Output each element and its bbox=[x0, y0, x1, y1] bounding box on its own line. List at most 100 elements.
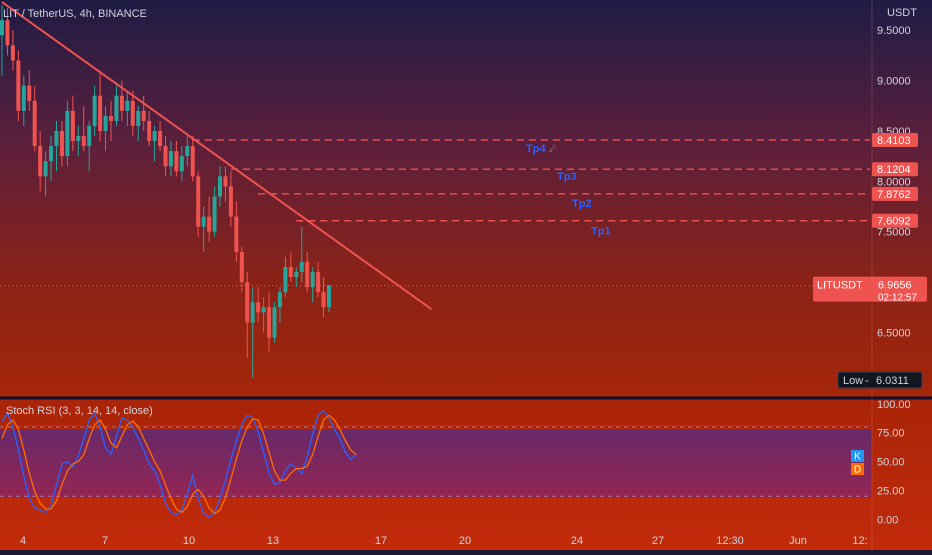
time-tick: 12:30 bbox=[716, 535, 744, 547]
stoch-tick: 50.00 bbox=[877, 457, 905, 469]
candle-body bbox=[16, 60, 21, 111]
time-tick: 12: bbox=[852, 535, 867, 547]
candle-body bbox=[21, 85, 26, 111]
stoch-band-fill bbox=[0, 430, 872, 498]
time-tick: 13 bbox=[267, 535, 279, 547]
stoch-rsi-title[interactable]: Stoch RSI (3, 3, 14, 14, close) bbox=[6, 405, 153, 417]
candle-body bbox=[136, 110, 141, 126]
tp-label: Tp4 bbox=[526, 143, 546, 155]
current-price-symbol: LITUSDT bbox=[817, 280, 863, 292]
candle-body bbox=[70, 110, 75, 142]
stoch-k-line[interactable] bbox=[1, 409, 357, 518]
k-tag: K bbox=[854, 452, 861, 463]
tp-badge bbox=[872, 186, 918, 201]
current-price-value: 6.9656 bbox=[878, 280, 912, 292]
time-tick: Jun bbox=[789, 535, 807, 547]
take-profit-price-badges: 8.4103 8.1204 7.8762 7.6092 bbox=[872, 133, 918, 228]
stoch-rsi-lines[interactable] bbox=[1, 409, 357, 518]
candle-body bbox=[65, 110, 70, 157]
candle-body bbox=[125, 100, 130, 111]
stoch-tick: 75.00 bbox=[877, 428, 905, 440]
candle-body bbox=[174, 151, 179, 172]
candle-body bbox=[152, 130, 157, 142]
symbol-legend[interactable]: LIT / TetherUS, 4h, BINANCE bbox=[3, 8, 147, 20]
tp-label: Tp1 bbox=[591, 226, 611, 238]
candle-body bbox=[54, 130, 59, 147]
candle-body bbox=[109, 115, 113, 121]
candle-body bbox=[277, 292, 282, 308]
time-tick: 17 bbox=[375, 535, 387, 547]
candle-body bbox=[299, 261, 304, 273]
candle-body bbox=[218, 176, 222, 197]
tp-badge bbox=[872, 162, 918, 177]
candle-body bbox=[0, 20, 4, 36]
currency-label: USDT bbox=[887, 7, 917, 19]
candle-body bbox=[32, 100, 37, 147]
time-scale[interactable]: 4 7 10 13 17 20 24 27 12:30 Jun 12: bbox=[20, 535, 868, 547]
price-tick: 6.5000 bbox=[877, 328, 911, 340]
candle-body bbox=[327, 285, 331, 308]
candle-body bbox=[158, 130, 163, 147]
candle-body bbox=[288, 267, 293, 278]
tp-badge-value: 8.1204 bbox=[877, 164, 911, 176]
candle-body bbox=[114, 95, 119, 121]
tp-badge bbox=[872, 213, 918, 228]
tp-badge bbox=[872, 133, 918, 148]
price-tick: 7.5000 bbox=[877, 227, 911, 239]
tp-badge-value: 7.8762 bbox=[877, 189, 911, 201]
candlestick-series[interactable] bbox=[0, 5, 331, 378]
stoch-tick: 100.00 bbox=[877, 399, 911, 411]
candle-body bbox=[179, 156, 184, 172]
d-tag: D bbox=[854, 465, 861, 476]
candle-body bbox=[267, 307, 272, 338]
price-tick: 9.5000 bbox=[877, 25, 911, 37]
candle-body bbox=[76, 136, 81, 142]
descending-trendline[interactable] bbox=[1, 1, 433, 311]
candle-body bbox=[272, 307, 277, 338]
time-tick: 24 bbox=[571, 535, 583, 547]
candle-body bbox=[196, 176, 201, 227]
symbol-title[interactable]: LIT / TetherUS, 4h, BINANCE bbox=[3, 8, 147, 20]
candle-body bbox=[245, 282, 250, 323]
time-tick: 7 bbox=[102, 535, 108, 547]
candle-body bbox=[228, 186, 233, 217]
stoch-tick: 25.00 bbox=[877, 486, 905, 498]
candle-body bbox=[92, 95, 97, 126]
time-tick: 4 bbox=[20, 535, 26, 547]
candle-body bbox=[103, 115, 108, 131]
candle-body bbox=[43, 161, 48, 177]
candle-body bbox=[5, 20, 10, 46]
candle-body bbox=[310, 272, 315, 288]
candle-body bbox=[141, 110, 146, 121]
candle-body bbox=[10, 45, 15, 61]
candle-body bbox=[168, 151, 173, 167]
tp-label: Tp3 bbox=[557, 171, 577, 183]
candle-body bbox=[190, 146, 195, 177]
candle-body bbox=[250, 302, 255, 323]
rocket-icon: ☄ bbox=[549, 144, 557, 154]
candle-body bbox=[321, 292, 326, 308]
stoch-scale[interactable]: 100.00 75.00 50.00 25.00 0.00 bbox=[0, 399, 911, 527]
candle-body bbox=[212, 196, 217, 232]
bar-countdown: 02:12:57 bbox=[878, 293, 917, 304]
main-pane-background bbox=[0, 0, 932, 398]
time-tick: 27 bbox=[652, 535, 664, 547]
candle-body bbox=[201, 216, 206, 227]
low-marker: Low - 6.0311 bbox=[837, 371, 923, 389]
candle-body bbox=[87, 125, 92, 147]
price-tick: 9.0000 bbox=[877, 76, 911, 88]
candle-body bbox=[256, 302, 261, 313]
candle-body bbox=[130, 100, 135, 126]
low-value: 6.0311 bbox=[876, 375, 909, 387]
tp-badge-value: 8.4103 bbox=[877, 135, 911, 147]
tp-label: Tp2 bbox=[572, 198, 592, 210]
stoch-d-line[interactable] bbox=[1, 414, 357, 515]
candle-body bbox=[147, 120, 152, 142]
candle-body bbox=[261, 307, 266, 313]
current-price-badge: LITUSDT 6.9656 02:12:57 bbox=[813, 276, 927, 304]
candle-body bbox=[239, 251, 244, 283]
tp-badge-value: 7.6092 bbox=[877, 216, 911, 228]
stoch-tick: 0.00 bbox=[877, 514, 898, 526]
candle-body bbox=[59, 130, 64, 157]
